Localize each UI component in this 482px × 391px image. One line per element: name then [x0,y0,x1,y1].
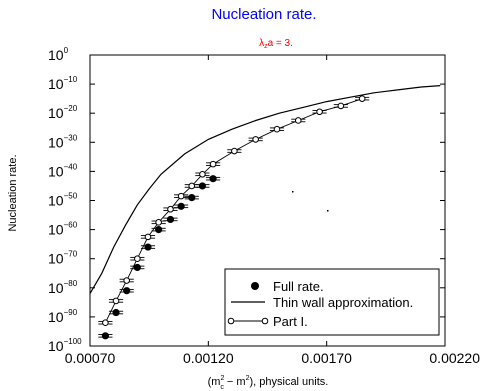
y-tick-label: 10−10 [48,75,78,92]
stray-dot [292,191,294,193]
full-rate-point [155,226,163,234]
chart-title: Nucleation rate. [211,6,316,23]
xlabel-sup2: 2 [246,375,250,382]
legend-thin-wall-label: Thin wall approximation. [273,295,413,310]
part-one-point [273,125,281,133]
y-tick-base: 10 [48,280,64,296]
stray-dot [327,210,329,212]
legend-part-one-marker-right [261,317,269,325]
part-one-point [123,277,130,284]
y-tick-label: 10−80 [48,279,78,296]
y-tick-base: 10 [48,47,64,63]
part-one-point [252,136,259,143]
chart-subtitle: λza = 3. [259,38,293,50]
subtitle-lambda: λ [259,38,264,49]
y-tick-exponent: −40 [64,162,78,171]
part-one-point [155,219,162,226]
y-tick-base: 10 [48,134,64,150]
part-one-point [102,319,109,327]
y-tick-label: 10−90 [48,308,78,325]
full-rate-point [166,215,175,224]
full-rate-point [133,263,141,272]
y-tick-label: 10−70 [48,250,78,267]
legend-box [224,268,440,336]
legend-full-rate-marker [251,282,259,290]
part-one-point [231,147,238,155]
y-tick-exponent: −50 [64,192,78,201]
xlabel-sub1: c [220,384,224,391]
part-one-point [134,255,141,263]
y-tick-label: 10−100 [48,337,82,354]
full-rate-point [177,202,185,210]
xlabel-sup1: 2 [220,375,224,382]
legend-part-one-marker-left [227,317,235,325]
y-tick-base: 10 [48,105,64,121]
y-tick-base: 10 [48,222,64,238]
part-one-point [188,182,196,190]
x-tick-label: 0.00220 [429,350,480,366]
part-one-point [337,102,345,110]
x-tick-label: 0.00120 [183,350,234,366]
full-rate-point [198,182,207,190]
x-axis-label: (m2 c − m2), physical units. [208,375,329,391]
part-one-point [144,233,152,241]
part-one-point [177,192,185,200]
full-rate-point [112,308,120,317]
legend-part-one-label: Part I. [273,314,308,329]
y-tick-label: 10−20 [48,104,78,121]
y-tick-exponent: 0 [64,46,69,55]
y-tick-exponent: −10 [64,75,78,84]
full-rate-point [123,287,131,295]
y-tick-label: 10−60 [48,221,78,238]
full-rate-point [209,175,217,183]
full-rate-point [188,193,196,202]
full-rate-point [144,243,152,251]
part-one-point [209,160,217,168]
y-tick-base: 10 [48,309,64,325]
y-axis-label: Nucleation rate. [7,154,19,231]
y-tick-base: 10 [48,193,64,209]
x-tick-label: 0.00170 [301,350,352,366]
part-one-point [316,108,323,116]
subtitle-rest: a = 3. [268,38,293,49]
y-tick-label: 10−30 [48,133,78,150]
y-tick-label: 10−50 [48,192,78,209]
y-tick-exponent: −60 [64,221,78,230]
xlabel-part2: − m [224,376,246,388]
subtitle-subscript: z [264,43,268,50]
full-rate-point [101,332,109,340]
y-tick-base: 10 [48,251,64,267]
x-tick-label: 0.00070 [65,350,116,366]
y-tick-exponent: −80 [64,279,78,288]
legend-full-rate-label: Full rate. [273,279,324,294]
y-tick-exponent: −70 [64,250,78,259]
legend: Full rate. Thin wall approximation. Part… [224,268,440,336]
y-tick-label: 10−40 [48,162,78,179]
part-one-point [112,297,120,305]
part-one-point [167,205,174,213]
y-tick-exponent: −30 [64,133,78,142]
y-tick-base: 10 [48,163,64,179]
y-tick-exponent: −100 [64,337,83,346]
y-tick-label: 100 [48,46,69,63]
y-tick-exponent: −90 [64,308,78,317]
series-layer [89,85,441,340]
series-thin-wall-line [89,85,441,294]
xlabel-part3: ), physical units. [249,376,328,388]
ticks-layer: 10010−1010−2010−3010−4010−5010−6010−7010… [48,46,480,366]
y-tick-base: 10 [48,338,64,354]
part-one-point [199,171,206,178]
y-tick-base: 10 [48,76,64,92]
part-one-point [358,95,366,102]
y-tick-exponent: −20 [64,104,78,113]
part-one-point [294,117,302,124]
xlabel-part1: (m [208,376,221,388]
